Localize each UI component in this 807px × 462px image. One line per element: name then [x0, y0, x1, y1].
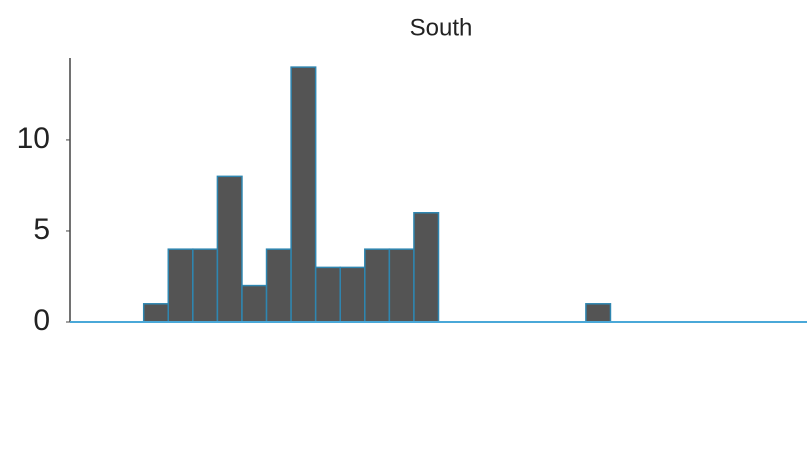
bar — [388, 248, 415, 323]
bar — [216, 175, 243, 323]
bar — [314, 266, 341, 323]
y-tick-label: 5 — [33, 213, 50, 246]
y-tick-label: 10 — [17, 122, 50, 155]
bar — [142, 303, 170, 323]
bar — [167, 248, 194, 323]
bar — [265, 248, 292, 323]
bar — [364, 248, 391, 323]
bar — [192, 248, 219, 323]
y-tick-label: 0 — [33, 304, 50, 337]
bar — [290, 66, 317, 323]
bar — [241, 284, 268, 323]
bar — [413, 212, 440, 323]
bar — [339, 266, 366, 323]
bar — [585, 303, 612, 323]
chart-title: South — [410, 14, 473, 41]
